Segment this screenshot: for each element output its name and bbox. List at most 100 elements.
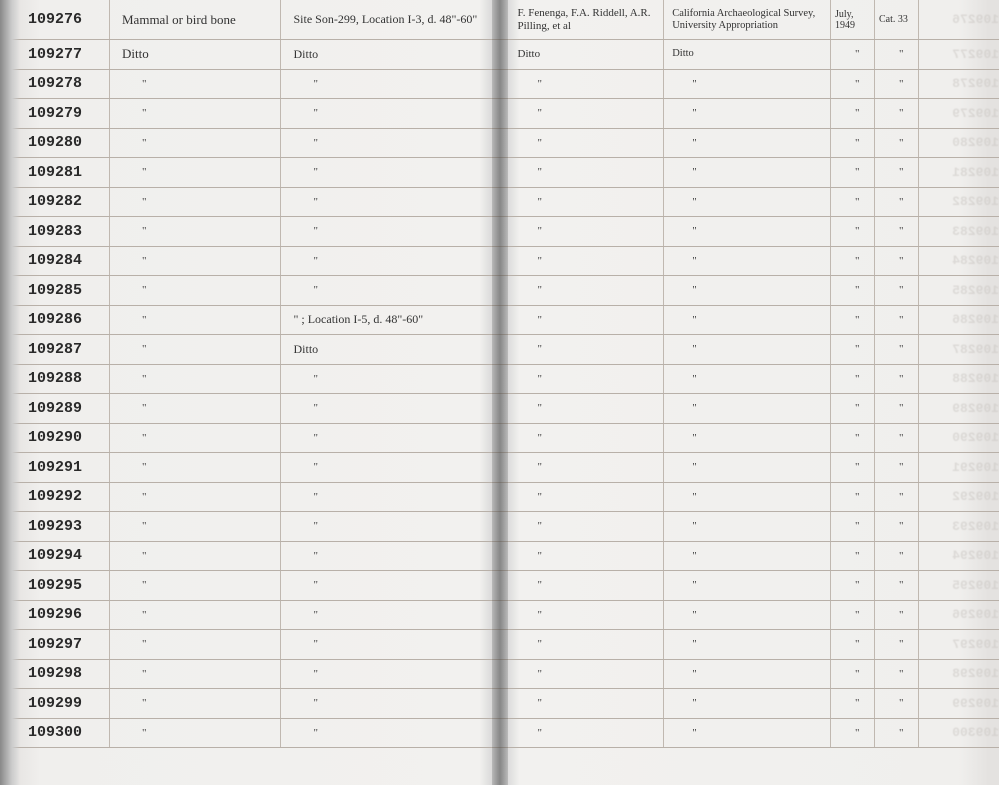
ledger-row: """"109278 <box>500 70 999 100</box>
location-cell: " <box>281 188 499 217</box>
catalog-id: 109300 <box>0 719 110 748</box>
location-cell: " ; Location I-5, d. 48"-60" <box>281 306 499 335</box>
location-cell: " <box>281 158 499 187</box>
description-cell-ditto: " <box>122 166 147 178</box>
location-cell-ditto: " <box>293 609 318 621</box>
survey-cell-ditto: " <box>672 107 697 119</box>
collector-cell: " <box>500 188 665 217</box>
catalog-id: 109297 <box>0 630 110 659</box>
survey-cell: California Archaeological Survey, Univer… <box>664 0 831 39</box>
survey-cell-ditto: " <box>672 137 697 149</box>
collector-cell-ditto: " <box>518 255 543 267</box>
description-cell-ditto: " <box>122 107 147 119</box>
survey-cell: " <box>664 276 831 305</box>
description-cell: Ditto <box>110 40 281 69</box>
ledger-row: """"109297 <box>500 630 999 660</box>
survey-cell-ditto: " <box>672 343 697 355</box>
date-cell-ditto: " <box>835 373 860 385</box>
location-cell-ditto: " <box>293 402 318 414</box>
ledger-spread: 109276Mammal or bird boneSite Son-299, L… <box>0 0 999 785</box>
collector-cell-ditto: " <box>518 697 543 709</box>
description-cell: " <box>110 512 281 541</box>
location-cell: " <box>281 276 499 305</box>
date-cell: " <box>831 601 875 630</box>
ledger-row: 109289"" <box>0 394 500 424</box>
location-cell-ditto: " <box>293 166 318 178</box>
location-cell-ditto: " <box>293 727 318 739</box>
date-cell-ditto: " <box>835 697 860 709</box>
ledger-row: DittoDitto""109277 <box>500 40 999 70</box>
location-cell-ditto: " <box>293 107 318 119</box>
location-cell: Ditto <box>281 335 499 364</box>
location-cell-ditto: " <box>293 373 318 385</box>
ledger-row: """"109279 <box>500 99 999 129</box>
location-cell-ditto: " <box>293 520 318 532</box>
date-cell: " <box>831 660 875 689</box>
ledger-row: 109283"" <box>0 217 500 247</box>
survey-cell-ditto: " <box>672 373 697 385</box>
description-cell: " <box>110 453 281 482</box>
bleed-through-id: 109297 <box>919 630 999 659</box>
survey-cell: " <box>664 365 831 394</box>
collector-cell: " <box>500 453 665 482</box>
date-cell: " <box>831 571 875 600</box>
description-cell-ditto: " <box>122 432 147 444</box>
date-cell-ditto: " <box>835 107 860 119</box>
date-cell: July, 1949 <box>831 0 875 39</box>
survey-cell: " <box>664 719 831 748</box>
collector-cell: " <box>500 335 665 364</box>
ledger-row: """"109288 <box>500 365 999 395</box>
description-cell: " <box>110 335 281 364</box>
survey-cell: " <box>664 70 831 99</box>
cat-cell: " <box>875 689 919 718</box>
description-cell: " <box>110 630 281 659</box>
ledger-row: 109276Mammal or bird boneSite Son-299, L… <box>0 0 500 40</box>
cat-cell-ditto: " <box>879 579 904 591</box>
cat-cell: Cat. 33 <box>875 0 919 39</box>
ledger-row: """"109285 <box>500 276 999 306</box>
ledger-row: """"109281 <box>500 158 999 188</box>
description-cell-ditto: " <box>122 727 147 739</box>
ledger-row: """"109295 <box>500 571 999 601</box>
cat-cell-ditto: " <box>879 284 904 296</box>
bleed-through-id: 109278 <box>919 70 999 99</box>
collector-cell: " <box>500 365 665 394</box>
date-cell-ditto: " <box>835 461 860 473</box>
survey-cell: " <box>664 483 831 512</box>
catalog-id: 109284 <box>0 247 110 276</box>
collector-cell: " <box>500 689 665 718</box>
date-cell: " <box>831 630 875 659</box>
collector-cell: Ditto <box>500 40 665 69</box>
catalog-id: 109282 <box>0 188 110 217</box>
collector-cell-ditto: " <box>518 550 543 562</box>
cat-cell: " <box>875 99 919 128</box>
date-cell-ditto: " <box>835 196 860 208</box>
location-cell-ditto: " <box>293 284 318 296</box>
date-cell-ditto: " <box>835 579 860 591</box>
ledger-row: """"109292 <box>500 483 999 513</box>
date-cell: " <box>831 129 875 158</box>
collector-cell: " <box>500 306 665 335</box>
collector-cell: " <box>500 571 665 600</box>
survey-cell: " <box>664 158 831 187</box>
description-cell-ditto: " <box>122 520 147 532</box>
location-cell: " <box>281 630 499 659</box>
date-cell: " <box>831 306 875 335</box>
location-cell: Ditto <box>281 40 499 69</box>
description-cell-ditto: " <box>122 255 147 267</box>
collector-cell-ditto: " <box>518 343 543 355</box>
ledger-row: 109294"" <box>0 542 500 572</box>
cat-cell-ditto: " <box>879 638 904 650</box>
catalog-id: 109295 <box>0 571 110 600</box>
collector-cell: " <box>500 542 665 571</box>
date-cell-ditto: " <box>835 48 860 60</box>
survey-cell: " <box>664 424 831 453</box>
cat-cell: " <box>875 306 919 335</box>
date-cell: " <box>831 689 875 718</box>
description-cell: " <box>110 424 281 453</box>
description-cell-ditto: " <box>122 196 147 208</box>
bleed-through-id: 109294 <box>919 542 999 571</box>
date-cell-ditto: " <box>835 638 860 650</box>
location-cell-ditto: " <box>293 579 318 591</box>
cat-cell: " <box>875 571 919 600</box>
